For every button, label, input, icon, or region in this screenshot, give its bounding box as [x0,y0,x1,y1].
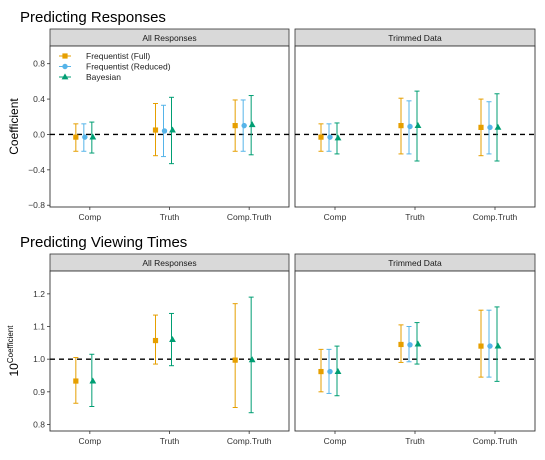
y-tick-label: 0.4 [33,94,45,104]
triangle-marker [89,377,97,384]
y-tick-label: 0.8 [33,419,45,429]
y-axis-label-base: 10 [7,363,21,377]
x-tick-label: Comp.Truth [473,436,518,446]
circle-marker [407,342,413,348]
y-axis-label-superscript: Coefficient [6,325,15,363]
y-tick-label: −0.4 [28,165,45,175]
y-tick-label: 0.0 [33,129,45,139]
triangle-marker [334,134,342,141]
square-marker [478,124,484,130]
triangle-marker [169,126,176,133]
x-tick-label: Truth [160,436,180,446]
series-bayesian [334,306,502,397]
chart-title: Predicting Responses [20,9,166,26]
y-axis-label-base: Coefficient [7,98,21,155]
circle-marker [487,343,493,349]
x-tick-label: Comp.Truth [473,212,518,222]
circle-marker [407,123,413,130]
y-axis-label: Coefficient [7,98,21,155]
y-tick-label: −0.8 [28,200,45,210]
y-tick-label: 0.9 [33,387,45,397]
panel-border [49,270,290,432]
series-bayesian [89,296,256,414]
y-tick-label: 1.0 [33,354,45,364]
legend-label: Frequentist (Reduced) [86,62,171,72]
x-tick-label: Comp.Truth [227,212,272,222]
x-tick-label: Comp [324,212,347,222]
circle-marker [327,134,333,140]
square-marker [398,341,404,348]
series-bayesian [334,90,502,162]
triangle-marker [334,367,342,374]
series-bayesian [89,95,256,165]
legend: Frequentist (Full)Frequentist (Reduced)B… [59,51,171,82]
square-marker [398,123,404,129]
x-tick-label: Comp [324,436,347,446]
panel-strip-label: Trimmed Data [388,33,442,43]
panel-strip-label: All Responses [142,33,196,43]
chart-title: Predicting Viewing Times [20,234,187,251]
y-tick-label: 0.8 [33,59,45,69]
square-marker [478,343,484,349]
circle-marker [241,122,247,129]
triangle-marker [414,340,422,347]
square-marker [152,337,159,344]
panel-strip-label: Trimmed Data [388,258,442,268]
circle-marker [161,128,168,134]
panel-border [294,45,536,208]
triangle-marker [414,122,422,129]
series-frequentist-reduced [326,100,493,155]
circle-marker [327,368,333,375]
square-marker [318,134,324,140]
panel-all-responses: All Responses Comp Truth Comp.Truth [49,28,290,222]
triangle-marker [89,133,97,140]
legend-label: Bayesian [86,72,121,82]
panel-all-responses: All Responses Comp Truth Comp.Truth [49,253,290,446]
triangle-marker [494,123,502,130]
square-marker [232,357,238,363]
triangle-marker [248,121,256,128]
chart-2: Predicting Viewing Times 10Coefficient 0.8… [6,234,536,446]
square-marker [73,378,79,384]
x-tick-label: Truth [160,212,180,222]
triangle-marker [61,73,69,80]
square-marker [73,134,79,140]
square-marker [318,368,324,375]
panel-trimmed-data: Trimmed Data Comp Truth Comp.Truth [294,28,536,222]
x-tick-label: Truth [405,212,425,222]
panel-strip-label: All Responses [142,258,196,268]
panel-trimmed-data: Trimmed Data Comp Truth Comp.Truth [294,253,536,446]
series-frequentist-full [318,309,484,393]
y-axis-label: 10Coefficient [6,325,21,377]
x-tick-label: Comp [78,212,101,222]
panel-border [294,270,536,432]
square-marker [62,53,68,59]
triangle-marker [169,335,176,342]
circle-marker [487,124,493,131]
triangle-marker [248,356,256,363]
square-marker [232,123,238,129]
chart-1: Predicting Responses Coefficient −0.8 −0.4 0… [7,9,536,222]
y-tick-label: 1.2 [33,289,45,299]
x-tick-label: Comp.Truth [227,436,272,446]
circle-marker [82,134,88,140]
y-tick-label: 1.1 [33,322,45,332]
series-frequentist-reduced [81,99,247,158]
series-frequentist-reduced [326,309,493,394]
x-tick-label: Comp [78,436,101,446]
circle-marker [62,63,68,70]
square-marker [152,127,159,133]
series-frequentist-full [73,303,238,408]
x-tick-label: Truth [405,436,425,446]
triangle-marker [494,342,502,349]
series-frequentist-full [318,97,484,157]
legend-label: Frequentist (Full) [86,51,150,61]
series-frequentist-full [73,99,238,157]
